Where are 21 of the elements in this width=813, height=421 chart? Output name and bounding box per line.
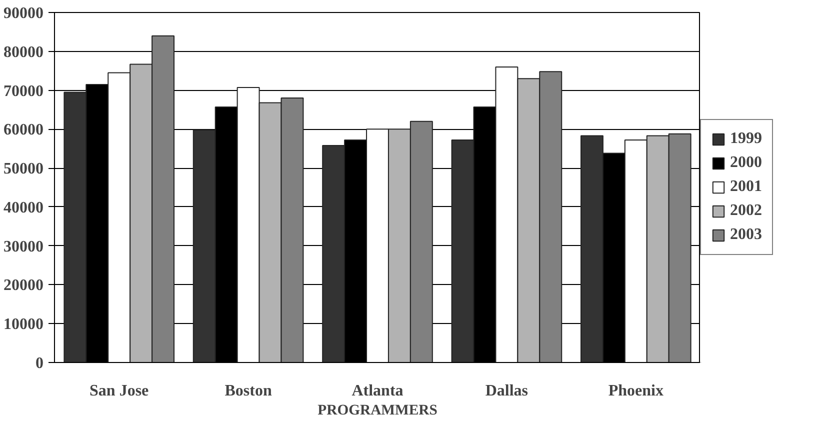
x-tick-label: Boston <box>224 382 272 400</box>
y-tick-label: 80000 <box>4 44 44 61</box>
legend-label: 2000 <box>730 154 762 172</box>
y-tick-label: 30000 <box>4 238 44 256</box>
x-axis-title: PROGRAMMERS <box>318 402 438 418</box>
y-tick-label: 50000 <box>4 160 44 178</box>
y-tick-label: 20000 <box>4 277 44 294</box>
legend-label: 2001 <box>730 178 762 196</box>
x-tick-label: Dallas <box>485 382 528 400</box>
y-tick-label: 0 <box>36 355 44 372</box>
legend-label: 2002 <box>730 202 762 220</box>
x-tick-label: Phoenix <box>608 382 664 400</box>
y-tick-label: 70000 <box>4 82 44 100</box>
x-tick-label: San Jose <box>90 382 149 400</box>
y-tick-label: 40000 <box>4 199 44 216</box>
x-tick-label: Atlanta <box>352 382 404 400</box>
y-tick-label: 10000 <box>4 316 44 334</box>
y-tick-label: 90000 <box>4 5 44 22</box>
legend-label: 1999 <box>730 130 762 148</box>
y-tick-label: 60000 <box>4 122 44 139</box>
legend-label: 2003 <box>730 226 762 244</box>
